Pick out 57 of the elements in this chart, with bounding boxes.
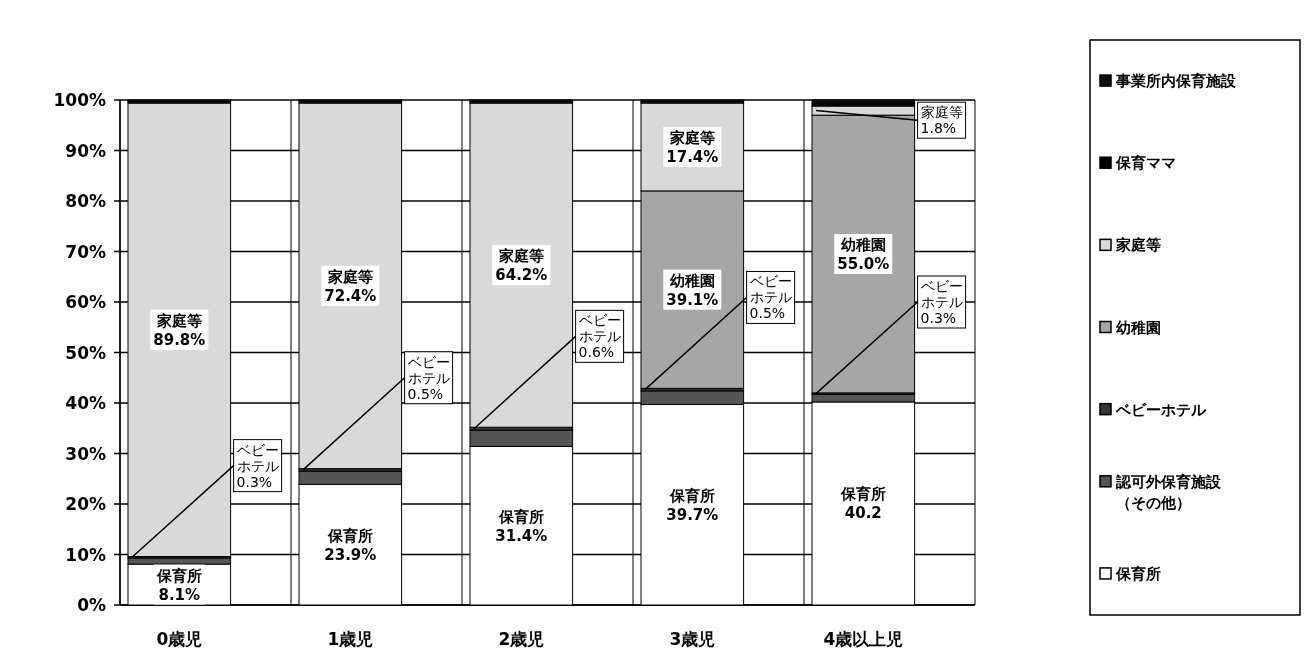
x-tick-label: 3歳児 [669,629,716,649]
data-label: 8.1% [158,585,201,604]
legend-label: 保育ママ [1115,154,1176,173]
data-label: 17.4% [666,147,719,166]
data-label: 0.3% [236,473,273,490]
y-tick-label: 100% [53,90,106,110]
y-tick-label: 70% [65,241,106,262]
legend-label: 事業所内保育施設 [1115,72,1237,91]
y-tick-label: 10% [65,544,106,565]
data-label: 39.1% [666,290,719,309]
x-tick-label: 0歳児 [156,629,203,649]
text: 家庭等 [498,247,544,266]
data-label: 0.3% [920,310,957,326]
y-tick-label: 0% [77,595,106,615]
text: ベビーホテル [749,273,792,306]
text: 保育所 [156,566,202,585]
text: ベビーホテル [920,278,963,310]
data-label: 1.8% [920,120,957,137]
text: 幼稚園 [840,236,886,255]
legend-label: ベビーホテル [1115,400,1207,419]
text: 幼稚園 [669,271,715,290]
text: 保育所 [327,526,373,545]
legend-label: 保育所 [1115,564,1161,583]
text: 家庭等 [156,311,202,330]
data-label: 31.4% [495,526,548,545]
text: ベビーホテル [578,312,621,345]
y-tick-label: 90% [65,140,106,161]
data-label: 0.5% [407,385,444,402]
legend-label: 認可外保育施設（その他） [1115,472,1222,512]
text: 保育所 [669,486,715,505]
text: 保育所 [498,507,544,526]
text: 家庭等 [920,104,963,121]
data-label: 0.5% [749,305,786,322]
data-label: 55.0% [837,255,890,274]
data-label: 23.9% [324,545,377,564]
data-label: 89.8% [153,330,206,349]
data-label: 39.7% [666,505,719,524]
x-tick-label: 1歳児 [327,629,374,649]
y-tick-label: 30% [65,443,106,464]
text: 家庭等 [669,128,715,147]
y-tick-label: 20% [65,494,106,514]
data-label: 72.4% [324,286,377,305]
text: 家庭等 [327,267,373,286]
text: ベビーホテル [407,353,450,386]
y-tick-label: 60% [65,292,106,312]
legend-label: 幼稚園 [1116,318,1161,337]
text: ベビーホテル [236,441,279,474]
y-tick-label: 40% [65,393,106,413]
y-tick-label: 80% [65,191,106,211]
legend-label: 家庭等 [1115,236,1161,255]
x-tick-label: 4歳以上児 [823,629,904,649]
text: 保育所 [840,485,886,504]
data-label: 64.2% [495,266,548,285]
y-tick-label: 50% [65,342,106,363]
data-label: 40.2 [844,504,882,523]
data-label: 0.6% [578,344,615,361]
x-tick-label: 2歳児 [498,629,545,649]
